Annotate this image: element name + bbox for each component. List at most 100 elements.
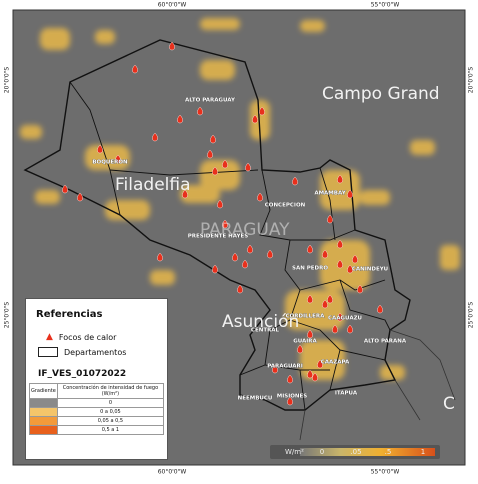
legend-title: Referencias (36, 309, 103, 320)
fire-point (222, 219, 228, 229)
fire-point (297, 344, 303, 354)
department-label: SAN PEDRO (292, 266, 328, 272)
layer-name: IF_VES_01072022 (38, 369, 127, 379)
department-label: CORDILLERA (286, 314, 326, 320)
coord-label: 60°0'0"W (158, 469, 187, 476)
dept-swatch (38, 347, 58, 357)
gradient-swatch (29, 398, 58, 408)
fire-point (197, 106, 203, 116)
coord-label: 25°0'0"S (4, 302, 11, 329)
gradient-table: Gradiente Concentración de intensidad de … (29, 383, 165, 435)
coord-label: 55°0'0"W (371, 2, 400, 9)
fire-point (347, 189, 353, 199)
colorbar-label: .5 (385, 448, 392, 456)
department-label: ALTO PARAGUAY (185, 98, 236, 104)
country-outline (23, 39, 411, 411)
colorbar (300, 448, 435, 456)
fire-points (62, 41, 383, 406)
gradient-swatch (29, 407, 58, 417)
fire-point (347, 324, 353, 334)
department-label: AMAMBAY (314, 191, 346, 197)
fire-point (207, 149, 213, 159)
fire-point (347, 264, 353, 274)
table-header: Gradiente (29, 383, 58, 399)
fire-point (307, 244, 313, 254)
legend-label: Focos de calor (58, 332, 117, 342)
fire-point (257, 192, 263, 202)
fire-point (252, 114, 258, 124)
department-label: MISIONES (277, 394, 308, 400)
fire-point (212, 166, 218, 176)
fire-point (210, 134, 216, 144)
fire-point (132, 64, 138, 74)
fire-point (377, 304, 383, 314)
fire-point (62, 184, 68, 194)
fire-point (352, 254, 358, 264)
place-label: Asunción (222, 312, 299, 332)
department-label: PRESIDENTE HAYES (188, 234, 248, 240)
department-label: BOQUERON (92, 160, 128, 166)
fire-point (212, 264, 218, 274)
fire-point (259, 106, 265, 116)
fire-point (327, 294, 333, 304)
place-label: C (443, 394, 455, 414)
neighbor-borders (299, 329, 456, 441)
fire-point (177, 114, 183, 124)
legend-label: Departamentos (64, 347, 127, 357)
fire-icon: ▲ (46, 332, 53, 342)
department-label: GUAIRA (293, 339, 317, 345)
department-label: CAAGUAZU (328, 316, 362, 322)
legend: Referencias ▲ Focos de calor Departamento… (25, 298, 168, 460)
fire-point (307, 294, 313, 304)
fire-point (247, 244, 253, 254)
fire-point (287, 374, 293, 384)
fire-point (242, 259, 248, 269)
fire-point (327, 214, 333, 224)
place-label: Filadelfia (115, 175, 191, 195)
fire-point (292, 176, 298, 186)
fire-point (332, 324, 338, 334)
fire-point (115, 154, 121, 164)
coord-label: 55°0'0"W (371, 469, 400, 476)
fire-point (272, 364, 278, 374)
fire-point (169, 41, 175, 51)
fire-point (237, 284, 243, 294)
department-label: CENTRAL (251, 328, 280, 334)
colorbar-label: 0 (320, 448, 324, 456)
fire-point (337, 174, 343, 184)
coord-label: 60°0'0"W (158, 2, 187, 9)
department-label: NEEMBUCU (238, 396, 273, 402)
department-label: CONCEPCION (265, 203, 306, 209)
fire-point (182, 189, 188, 199)
coord-label: 20°0'0"S (4, 67, 11, 94)
department-label: CANINDEYU (352, 267, 388, 273)
gradient-range: 0,5 a 1 (56, 425, 165, 435)
fire-point (337, 239, 343, 249)
fire-point (267, 249, 273, 259)
fire-point (152, 132, 158, 142)
gradient-range: 0,05 a 0,5 (56, 416, 165, 426)
place-label: Campo Grand (322, 84, 440, 104)
fire-point (337, 259, 343, 269)
department-label: ITAPUA (335, 391, 358, 397)
gradient-range: 0 (56, 398, 165, 408)
fire-point (232, 252, 238, 262)
fire-point (287, 396, 293, 406)
fire-point (312, 372, 318, 382)
gradient-swatch (29, 416, 58, 426)
colorbar-label: .05 (350, 448, 361, 456)
fire-point (245, 162, 251, 172)
fire-point (357, 284, 363, 294)
fire-point (337, 312, 343, 322)
coord-label: 20°0'0"S (468, 67, 475, 94)
fire-point (217, 199, 223, 209)
fire-point (317, 359, 323, 369)
fire-point (307, 369, 313, 379)
fire-point (322, 299, 328, 309)
department-label: CAAZAPA (321, 360, 350, 366)
colorbar-label: 1 (421, 448, 425, 456)
place-label: PARAGUAY (200, 220, 290, 240)
legend-item: ▲ Focos de calor (46, 332, 167, 342)
fire-point (307, 329, 313, 339)
